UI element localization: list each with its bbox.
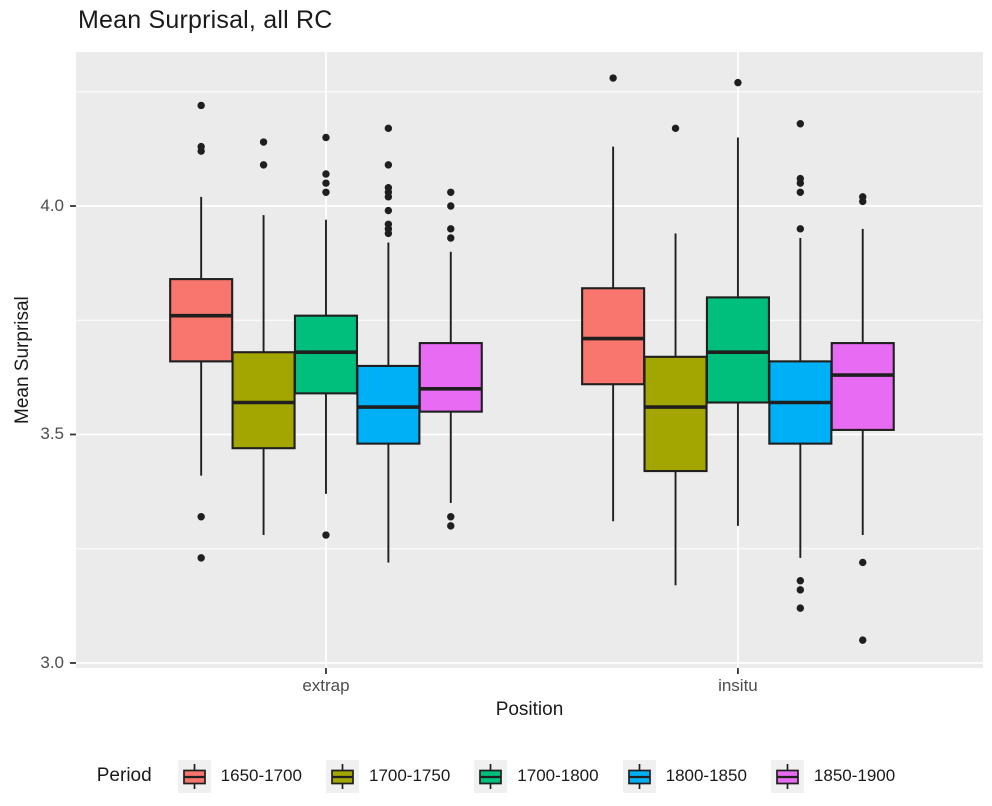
outlier-dot-1800-1850-extrap: [384, 193, 393, 201]
outlier-dot-1650-1700-extrap: [197, 513, 205, 521]
outlier-dot-1800-1850-insitu: [796, 604, 805, 612]
x-tick-label-insitu: insitu: [718, 676, 758, 695]
box-1700-1800-insitu: [705, 296, 770, 404]
chart-title: Mean Surprisal, all RC: [78, 6, 333, 34]
legend: Period 1650-1700 1700-1750 1700-1800 1800-1…: [0, 748, 992, 804]
outlier-dot-1850-1900-insitu: [859, 636, 867, 644]
box-1800-1850-extrap: [356, 364, 421, 445]
outlier-dot-1650-1700-extrap: [197, 147, 205, 155]
legend-key-1700-1800: [474, 759, 508, 793]
outlier-dot-1700-1750-extrap: [259, 161, 268, 169]
box-1650-1700-insitu: [581, 287, 646, 386]
outlier-dot-1700-1800-extrap: [322, 188, 330, 196]
box-1850-1900-insitu: [830, 342, 895, 431]
box-1650-1700-extrap: [169, 278, 234, 363]
legend-item-1850-1900: 1850-1900: [770, 759, 896, 793]
outlier-dot-1650-1700-extrap: [197, 554, 205, 562]
legend-label-1700-1750: 1700-1750: [368, 766, 451, 785]
outlier-dot-1700-1750-insitu: [671, 124, 680, 133]
outlier-dot-1800-1850-insitu: [796, 577, 805, 585]
legend-key-1850-1900: [770, 759, 804, 793]
legend-items: 1650-1700 1700-1750 1700-1800 1800-1850 1850…: [177, 759, 896, 793]
outlier-dot-1800-1850-extrap: [384, 161, 393, 169]
outlier-dot-1850-1900-extrap: [447, 225, 455, 233]
legend-label-1650-1700: 1650-1700: [220, 766, 302, 785]
outlier-dot-1800-1850-insitu: [796, 225, 805, 233]
legend-item-1700-1750: 1700-1750: [325, 759, 451, 793]
outlier-dot-1700-1800-extrap: [322, 170, 330, 178]
outlier-dot-1850-1900-insitu: [859, 558, 867, 567]
legend-key-1800-1850: [622, 759, 656, 793]
outlier-dot-1700-1800-extrap: [322, 179, 330, 187]
legend-label-1700-1800: 1700-1800: [517, 766, 599, 785]
outlier-dot-1650-1700-extrap: [197, 101, 205, 110]
outlier-dot-1850-1900-insitu: [859, 197, 867, 206]
outlier-dot-1800-1850-extrap: [384, 206, 393, 215]
outlier-dot-1800-1850-insitu: [796, 179, 805, 187]
box-1700-1750-insitu: [643, 355, 708, 473]
outlier-dot-1800-1850-insitu: [796, 120, 805, 128]
outlier-dot-1700-1800-extrap: [322, 133, 330, 142]
legend-item-1650-1700: 1650-1700: [177, 759, 302, 793]
box-1700-1750-extrap: [231, 351, 296, 450]
legend-label-1850-1900: 1850-1900: [813, 766, 896, 785]
outlier-dot-1850-1900-extrap: [447, 513, 455, 521]
y-tick-label-3.5: 3.5: [40, 424, 64, 444]
x-tick-label-extrap: extrap: [302, 676, 350, 695]
box-1700-1800-extrap: [293, 314, 359, 395]
outlier-dot-1800-1850-insitu: [796, 586, 805, 594]
legend-key-1650-1700: [177, 759, 211, 793]
box-1850-1900-extrap: [418, 342, 483, 413]
outlier-dot-1800-1850-extrap: [384, 124, 393, 133]
outlier-dot-1700-1750-extrap: [259, 138, 268, 146]
legend-title: Period: [96, 765, 152, 786]
legend-key-1700-1750: [325, 759, 359, 793]
x-axis-title: Position: [495, 699, 564, 720]
outlier-dot-1850-1900-extrap: [447, 234, 455, 242]
y-axis-title: Mean Surprisal: [12, 296, 33, 424]
y-tick-label-3.0: 3.0: [40, 652, 64, 672]
outlier-dot-1650-1700-insitu: [609, 74, 617, 82]
legend-item-1700-1800: 1700-1800: [474, 759, 599, 793]
outlier-dot-1850-1900-extrap: [447, 202, 455, 210]
outlier-dot-1800-1850-insitu: [796, 188, 805, 196]
legend-item-1800-1850: 1800-1850: [622, 759, 747, 793]
outlier-dot-1850-1900-extrap: [447, 522, 455, 530]
outlier-dot-1800-1850-extrap: [384, 229, 393, 238]
outlier-dot-1850-1900-extrap: [447, 188, 455, 196]
outlier-dot-1700-1800-insitu: [734, 78, 742, 87]
outlier-dot-1700-1800-extrap: [322, 531, 330, 539]
legend-label-1800-1850: 1800-1850: [665, 766, 747, 785]
y-tick-label-4.0: 4.0: [40, 196, 64, 215]
